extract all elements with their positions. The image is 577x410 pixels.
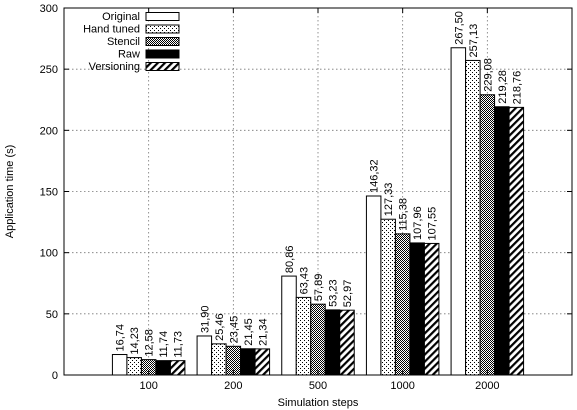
legend-swatch [146, 50, 179, 58]
data-label: 107,55 [427, 207, 439, 241]
data-label: 14,23 [129, 327, 141, 355]
bar [509, 107, 524, 375]
data-label: 267,50 [453, 11, 465, 45]
data-label: 53,23 [328, 279, 340, 307]
legend-swatch [146, 25, 179, 33]
bar [366, 196, 381, 375]
x-tick-label: 2000 [475, 380, 499, 392]
legend-label: Hand tuned [83, 24, 140, 36]
bar [296, 297, 311, 375]
bar [282, 276, 297, 375]
y-tick-label: 200 [40, 125, 58, 137]
bar [112, 355, 127, 375]
bar [212, 344, 227, 375]
legend-swatch [146, 38, 179, 46]
y-tick-label: 100 [40, 248, 58, 260]
legend-swatch [146, 63, 179, 71]
bar [410, 243, 425, 375]
bar [340, 310, 355, 375]
bar [424, 243, 439, 375]
legend-label: Original [102, 11, 140, 23]
data-label: 127,33 [383, 183, 395, 217]
x-tick-label: 500 [309, 380, 327, 392]
bar [381, 219, 396, 375]
data-label: 12,58 [144, 329, 156, 357]
y-tick-label: 50 [46, 309, 58, 321]
bar [466, 60, 481, 375]
legend-swatch [146, 13, 179, 21]
data-label: 11,74 [158, 331, 170, 358]
bar [127, 358, 141, 375]
data-label: 57,89 [313, 274, 325, 302]
data-label: 52,97 [342, 280, 354, 308]
bar [170, 361, 185, 375]
x-tick-label: 200 [224, 380, 242, 392]
bar [156, 361, 171, 375]
legend-label: Versioning [89, 61, 140, 73]
bar [325, 310, 340, 375]
data-label: 229,08 [482, 58, 494, 92]
data-label: 218,76 [511, 71, 523, 105]
bar [311, 304, 326, 375]
legend-label: Raw [118, 49, 140, 61]
data-label: 11,73 [173, 331, 185, 358]
bar [241, 349, 256, 375]
bar [197, 336, 212, 375]
data-label: 107,96 [412, 206, 424, 240]
bar [395, 234, 410, 375]
data-label: 115,38 [398, 198, 410, 231]
y-tick-label: 0 [52, 370, 58, 382]
data-label: 31,90 [199, 305, 211, 333]
data-label: 21,45 [243, 318, 255, 346]
data-label: 63,43 [299, 267, 311, 295]
x-axis-title: Simulation steps [278, 397, 359, 409]
y-axis-title: Application time (s) [4, 145, 16, 239]
bar [480, 95, 495, 375]
y-tick-label: 250 [40, 64, 58, 76]
x-tick-label: 1000 [390, 380, 414, 392]
bar [255, 349, 269, 375]
data-label: 80,86 [284, 246, 296, 274]
x-tick-label: 100 [139, 380, 157, 392]
data-label: 16,74 [115, 324, 127, 352]
data-label: 219,28 [497, 70, 509, 104]
y-tick-label: 300 [40, 3, 58, 15]
bar [495, 107, 510, 375]
y-tick-label: 150 [40, 187, 58, 199]
data-label: 25,46 [214, 313, 226, 341]
data-label: 23,45 [228, 316, 240, 344]
data-label: 21,34 [257, 318, 269, 346]
bar [451, 48, 466, 375]
data-label: 146,32 [369, 159, 381, 193]
legend-label: Stencil [107, 36, 140, 48]
data-label: 257,13 [468, 24, 480, 58]
